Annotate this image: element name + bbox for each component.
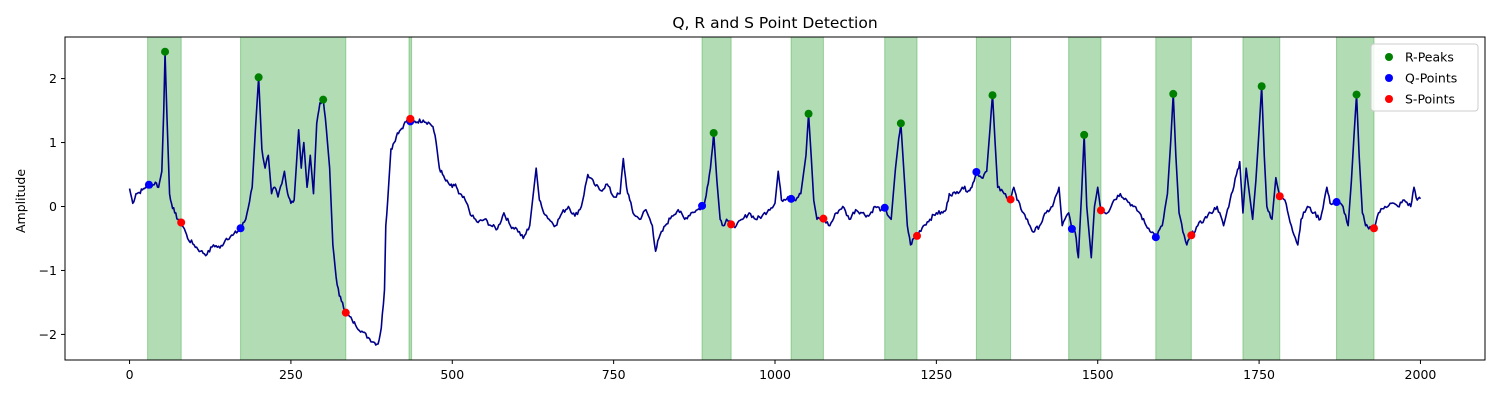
r-peak-point-6	[896, 119, 905, 128]
r-peak-point-10	[1257, 82, 1266, 91]
r-peak-point-9	[1169, 89, 1178, 98]
s-point-2	[406, 114, 415, 123]
qrs-span-10	[1336, 36, 1375, 361]
r-peak-point-5	[804, 109, 813, 118]
s-point-3	[727, 220, 736, 229]
r-peak-point-7	[988, 91, 997, 100]
q-point-7	[1067, 224, 1076, 233]
qrs-span-5	[884, 36, 918, 361]
s-point-10	[1369, 224, 1378, 233]
q-point-0	[144, 180, 153, 189]
s-point-5	[913, 231, 921, 240]
y-tick-label: 1	[49, 135, 57, 150]
x-tick-label: 2000	[1405, 367, 1437, 382]
y-tick-label: 2	[49, 71, 57, 86]
r-peak-point-4	[709, 128, 718, 137]
legend: R-Peaks Q-Points S-Points	[1370, 43, 1479, 112]
ecg-signal-line	[128, 52, 1422, 346]
y-tick-label: −1	[39, 263, 57, 278]
q-point-8	[1151, 233, 1160, 242]
r-peak-point-0	[161, 47, 170, 56]
qrs-span-6	[975, 36, 1012, 361]
q-point-5	[880, 203, 889, 212]
s-point-6	[1006, 195, 1015, 204]
x-tick-label: 0	[126, 367, 134, 382]
y-axis-label: Amplitude	[13, 169, 28, 233]
legend-label-s-point: S-Points	[1405, 92, 1455, 107]
legend-marker-q-point	[1385, 74, 1393, 82]
x-tick-label: 250	[279, 367, 303, 382]
r-peak-point-2	[319, 95, 328, 104]
x-tick-label: 1750	[1243, 367, 1275, 382]
s-point-4	[819, 214, 828, 223]
qrs-span-3	[701, 36, 732, 361]
axes: 0 250 500 750 1000 1250 1500 1750 2000 −2 −1 0 1 2	[39, 36, 1486, 382]
r-peak-point-11	[1352, 90, 1361, 99]
x-tick-label: 1000	[759, 367, 791, 382]
y-tick-label: −2	[39, 327, 57, 342]
x-tick-label: 1250	[920, 367, 952, 382]
signal-series	[128, 52, 1422, 346]
s-point-9	[1275, 192, 1284, 201]
qrs-span-2	[408, 36, 413, 361]
q-point-4	[787, 194, 796, 203]
x-tick-label: 750	[602, 367, 626, 382]
qrs-span-8	[1155, 36, 1192, 361]
chart-title: Q, R and S Point Detection	[672, 14, 877, 32]
detected-points	[144, 47, 1378, 317]
legend-box	[1370, 43, 1479, 112]
s-point-0	[177, 218, 186, 227]
q-point-1	[236, 224, 245, 233]
x-tick-label: 500	[440, 367, 464, 382]
s-point-1	[341, 308, 350, 317]
q-point-6	[972, 167, 981, 176]
r-peak-point-1	[254, 73, 263, 82]
q-point-9	[1332, 198, 1341, 207]
x-tick-label: 1500	[1082, 367, 1114, 382]
legend-label-r-peak-point: R-Peaks	[1405, 50, 1454, 65]
y-tick-label: 0	[49, 199, 57, 214]
s-point-8	[1187, 231, 1196, 240]
r-peak-point-8	[1080, 130, 1089, 139]
qrs-span-1	[240, 36, 347, 361]
legend-label-q-point: Q-Points	[1405, 71, 1457, 86]
legend-marker-r-peak-point	[1385, 53, 1393, 61]
q-point-3	[698, 201, 707, 210]
s-point-7	[1096, 206, 1105, 215]
legend-marker-s-point	[1385, 95, 1393, 103]
